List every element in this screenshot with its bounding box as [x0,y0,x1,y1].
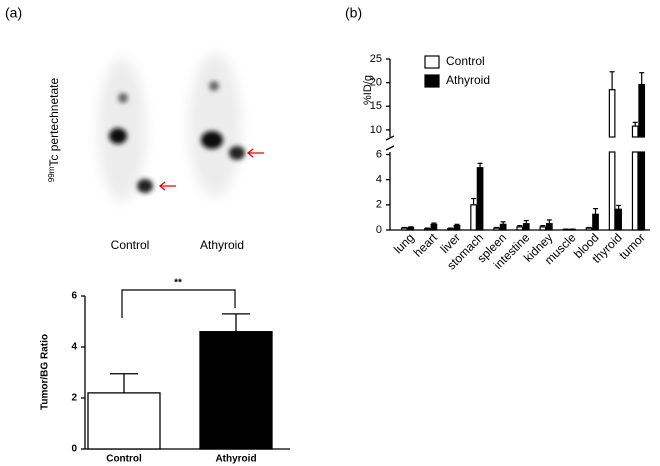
bar [430,223,438,231]
bar [545,223,553,231]
scan-spot [229,146,245,160]
y-tick-label: 6 [376,148,382,160]
bar [585,227,593,231]
y-tick-label: 0 [71,444,77,455]
image-label: Control [111,238,150,252]
bar [608,89,616,138]
scan-spot [118,93,128,103]
y-axis-label: Tumor/BG Ratio [40,334,51,410]
bar [424,228,431,231]
y-tick-label: 6 [71,291,77,302]
y-tick-label: 4 [376,174,382,186]
x-tick-label: tumor [616,230,648,262]
bar [638,151,646,231]
scan-spot [201,131,223,149]
label-text: Tc pertechnetate [47,78,61,167]
scan-spot [109,128,127,144]
bar [592,213,599,231]
arrow [158,148,264,191]
panel-label: (b) [345,5,362,21]
bar [608,151,616,231]
legend-label: Control [446,54,485,68]
y-tick-label: 20 [370,77,382,89]
y-tick-label: 2 [376,199,382,211]
bar [522,223,530,231]
bar [453,224,461,231]
y-tick-label: 2 [71,393,77,404]
y-tick-label: 25 [370,53,382,65]
axis-break [385,145,395,151]
bar [516,226,524,231]
bar [87,392,161,450]
axis-break [385,135,395,141]
y-tick-label: 15 [370,100,382,112]
bar [476,167,484,231]
significance-bracket [121,289,236,318]
bar [447,228,454,231]
image-label: Athyroid [200,238,244,252]
legend-label: Athyroid [446,73,490,87]
x-tick-label: heart [411,230,441,260]
legend-swatch [424,74,440,88]
scan-spot [209,81,219,91]
bar [631,151,639,231]
bar [499,223,507,231]
y-tick-label: 10 [370,124,382,136]
bar [539,226,547,231]
superscript: 99m [47,166,56,182]
bar [407,226,415,231]
scan-body [189,53,241,197]
scan-images [98,53,264,202]
bar [631,125,639,138]
bar [493,227,501,231]
x-tick-label: Athyroid [215,454,256,465]
legend-swatch [424,55,440,69]
scan-spot [137,179,153,193]
panel-label: (a) [5,5,22,21]
y-tick-label: 0 [376,224,382,236]
bar [638,83,646,138]
bar [470,204,477,231]
y-tick-label: 4 [71,342,77,353]
bar [400,227,408,231]
y-axis-label: %ID/g [362,75,374,105]
x-tick-label: Control [106,454,142,465]
annotation: ** [174,278,182,289]
image-ylabel: 99mTc pertechnetate [47,78,61,183]
bar [615,208,622,231]
bar [199,331,273,450]
